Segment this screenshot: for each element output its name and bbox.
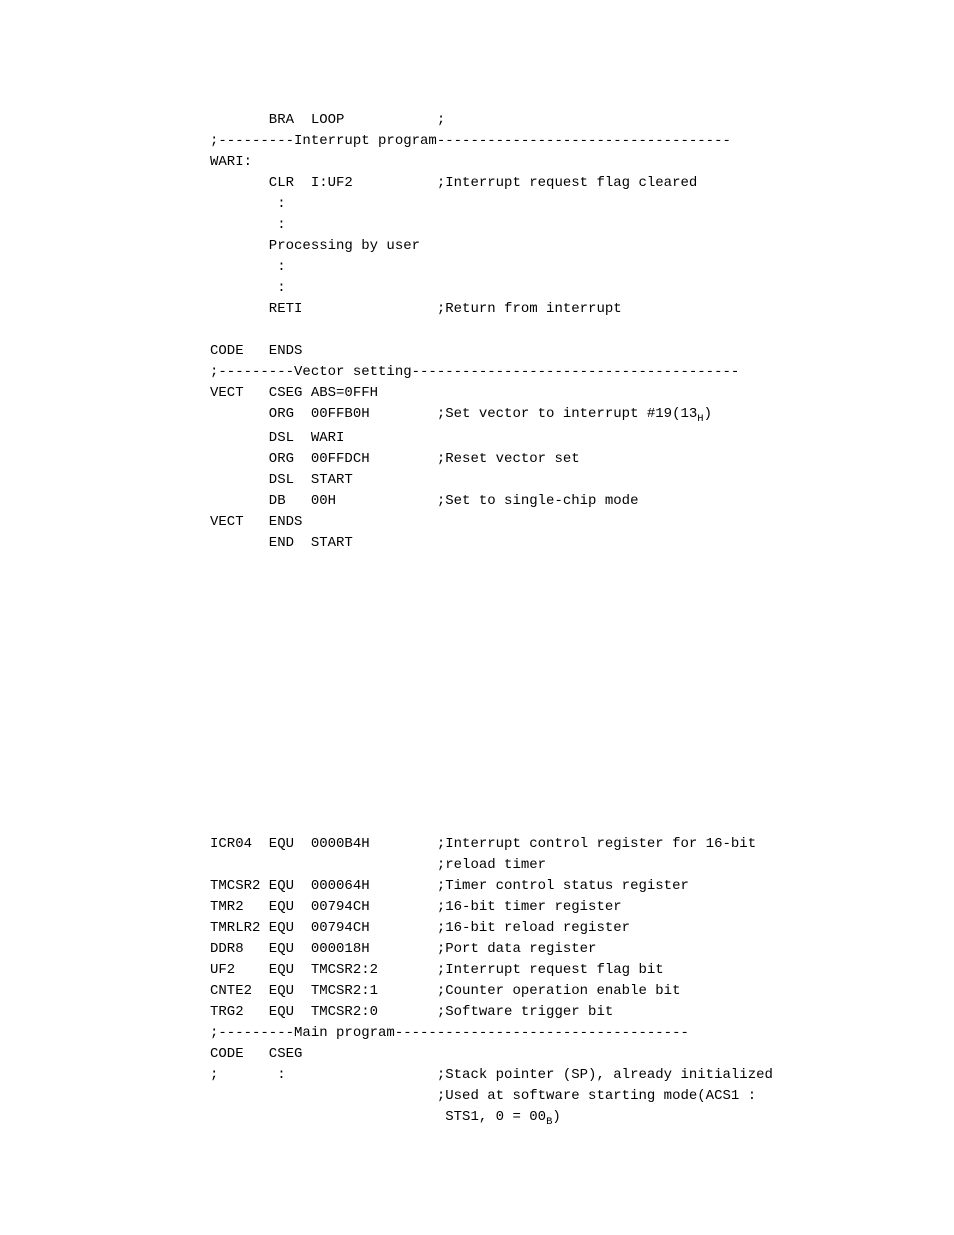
document-page: BRA LOOP ; ;---------Interrupt program--… [0, 0, 954, 1190]
code-block-2: ICR04 EQU 0000B4H ;Interrupt control reg… [210, 834, 894, 1131]
code-block-1: BRA LOOP ; ;---------Interrupt program--… [210, 110, 894, 554]
